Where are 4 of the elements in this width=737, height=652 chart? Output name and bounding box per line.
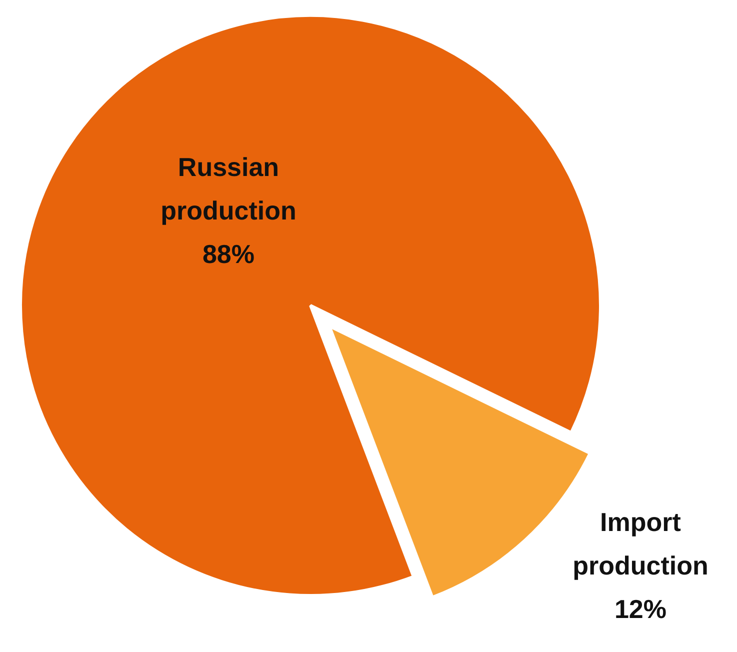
data-label: 12%	[614, 594, 667, 624]
slice-label: Russian production	[160, 152, 296, 226]
data-label: 88%	[202, 239, 255, 269]
slice-label: Import production	[572, 507, 708, 580]
